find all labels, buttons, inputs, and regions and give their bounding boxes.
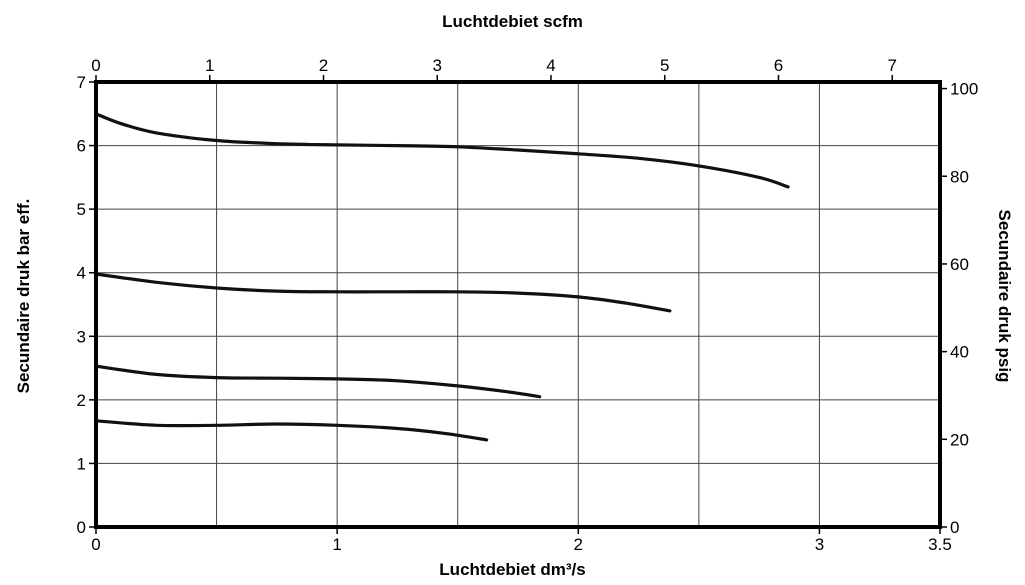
top-x-tick-label: 7 <box>887 56 896 75</box>
left-y-tick-label: 5 <box>77 200 86 219</box>
top-x-tick-label: 3 <box>433 56 442 75</box>
right-y-tick-label: 60 <box>950 255 969 274</box>
top-x-axis-title: Luchtdebiet scfm <box>442 12 583 31</box>
top-x-tick-label: 5 <box>660 56 669 75</box>
left-y-tick-label: 7 <box>77 73 86 92</box>
right-y-tick-label: 40 <box>950 343 969 362</box>
pressure-curve-2 <box>94 272 672 313</box>
left-y-tick-label: 4 <box>77 264 86 283</box>
right-y-tick-label: 0 <box>950 518 959 537</box>
bottom-x-tick-label: 1 <box>332 535 341 554</box>
left-y-tick-label: 6 <box>77 137 86 156</box>
left-y-tick-label: 0 <box>77 518 86 537</box>
top-x-tick-label: 0 <box>91 56 100 75</box>
bottom-x-tick-label: 2 <box>574 535 583 554</box>
bottom-x-tick-label: 3.5 <box>928 535 952 554</box>
top-x-tick-label: 1 <box>205 56 214 75</box>
right-y-tick-label: 20 <box>950 430 969 449</box>
pressure-curve-3 <box>94 364 542 399</box>
top-x-tick-label: 4 <box>546 56 555 75</box>
pressure-curve-4 <box>94 419 489 442</box>
pressure-curve-1 <box>94 112 790 189</box>
bottom-x-axis-title: Luchtdebiet dm³/s <box>439 560 586 579</box>
left-y-tick-label: 3 <box>77 327 86 346</box>
right-y-tick-label: 80 <box>950 167 969 186</box>
data-curves <box>94 112 790 442</box>
top-x-tick-label: 2 <box>319 56 328 75</box>
axis-ticks <box>89 75 947 534</box>
bottom-x-tick-label: 0 <box>91 535 100 554</box>
bottom-x-tick-label: 3 <box>815 535 824 554</box>
plot-frame <box>94 80 942 529</box>
left-y-tick-label: 1 <box>77 454 86 473</box>
grid-lines <box>96 82 940 527</box>
left-y-tick-label: 2 <box>77 391 86 410</box>
right-y-tick-label: 100 <box>950 80 978 99</box>
top-x-tick-label: 6 <box>774 56 783 75</box>
